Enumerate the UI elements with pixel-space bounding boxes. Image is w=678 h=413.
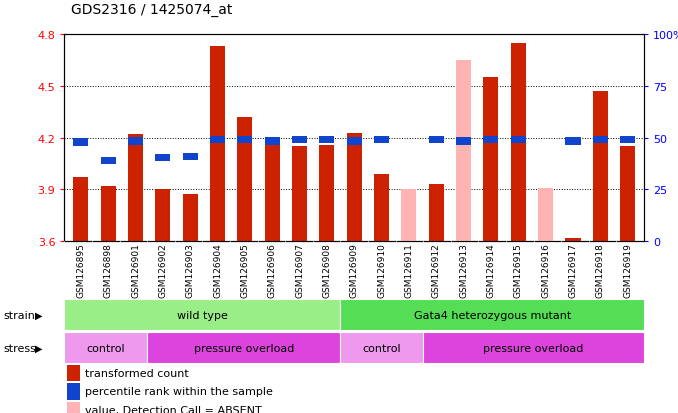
Text: control: control xyxy=(363,343,401,353)
Bar xyxy=(346,138,362,145)
Bar xyxy=(128,138,143,145)
Bar xyxy=(64,299,340,330)
Bar xyxy=(428,185,444,242)
Bar xyxy=(100,187,116,242)
Bar xyxy=(565,238,580,242)
Bar xyxy=(292,147,307,242)
Text: GDS2316 / 1425074_at: GDS2316 / 1425074_at xyxy=(71,2,233,17)
Text: Gata4 heterozygous mutant: Gata4 heterozygous mutant xyxy=(414,310,571,320)
Bar xyxy=(620,147,635,242)
Bar xyxy=(346,133,362,242)
Bar xyxy=(423,332,644,363)
Bar xyxy=(319,137,334,144)
Bar xyxy=(73,178,88,242)
Bar xyxy=(620,137,635,144)
Bar xyxy=(100,157,116,165)
Bar xyxy=(340,332,423,363)
Bar xyxy=(182,153,198,161)
Bar xyxy=(374,174,389,242)
Bar xyxy=(428,137,444,144)
Bar xyxy=(64,332,147,363)
Bar xyxy=(155,154,170,161)
Text: pressure overload: pressure overload xyxy=(194,343,294,353)
Text: ▶: ▶ xyxy=(35,310,43,320)
Bar xyxy=(73,139,88,146)
Bar xyxy=(538,188,553,242)
Bar xyxy=(340,299,644,330)
Bar xyxy=(264,138,280,145)
Bar xyxy=(155,190,170,242)
Bar xyxy=(237,137,252,144)
Bar xyxy=(456,61,471,242)
Bar xyxy=(401,190,416,242)
Bar xyxy=(483,78,498,242)
Bar xyxy=(565,138,580,145)
Text: pressure overload: pressure overload xyxy=(483,343,584,353)
Bar xyxy=(319,145,334,242)
Text: strain: strain xyxy=(3,310,35,320)
Bar xyxy=(210,47,225,242)
Bar xyxy=(147,332,340,363)
Bar xyxy=(292,137,307,144)
Bar xyxy=(511,137,526,144)
Text: ▶: ▶ xyxy=(35,343,43,353)
Text: transformed count: transformed count xyxy=(85,368,188,378)
Text: wild type: wild type xyxy=(177,310,228,320)
Bar xyxy=(67,383,80,400)
Bar xyxy=(374,137,389,144)
Bar xyxy=(182,194,198,242)
Bar xyxy=(67,402,80,413)
Text: percentile rank within the sample: percentile rank within the sample xyxy=(85,387,273,396)
Text: stress: stress xyxy=(3,343,36,353)
Bar xyxy=(593,92,608,242)
Bar xyxy=(210,137,225,144)
Text: value, Detection Call = ABSENT: value, Detection Call = ABSENT xyxy=(85,405,262,413)
Bar xyxy=(593,137,608,144)
Bar xyxy=(67,365,80,381)
Bar xyxy=(456,138,471,145)
Bar xyxy=(264,140,280,242)
Bar xyxy=(511,44,526,242)
Bar xyxy=(483,137,498,144)
Bar xyxy=(237,118,252,242)
Bar xyxy=(128,135,143,242)
Text: control: control xyxy=(87,343,125,353)
